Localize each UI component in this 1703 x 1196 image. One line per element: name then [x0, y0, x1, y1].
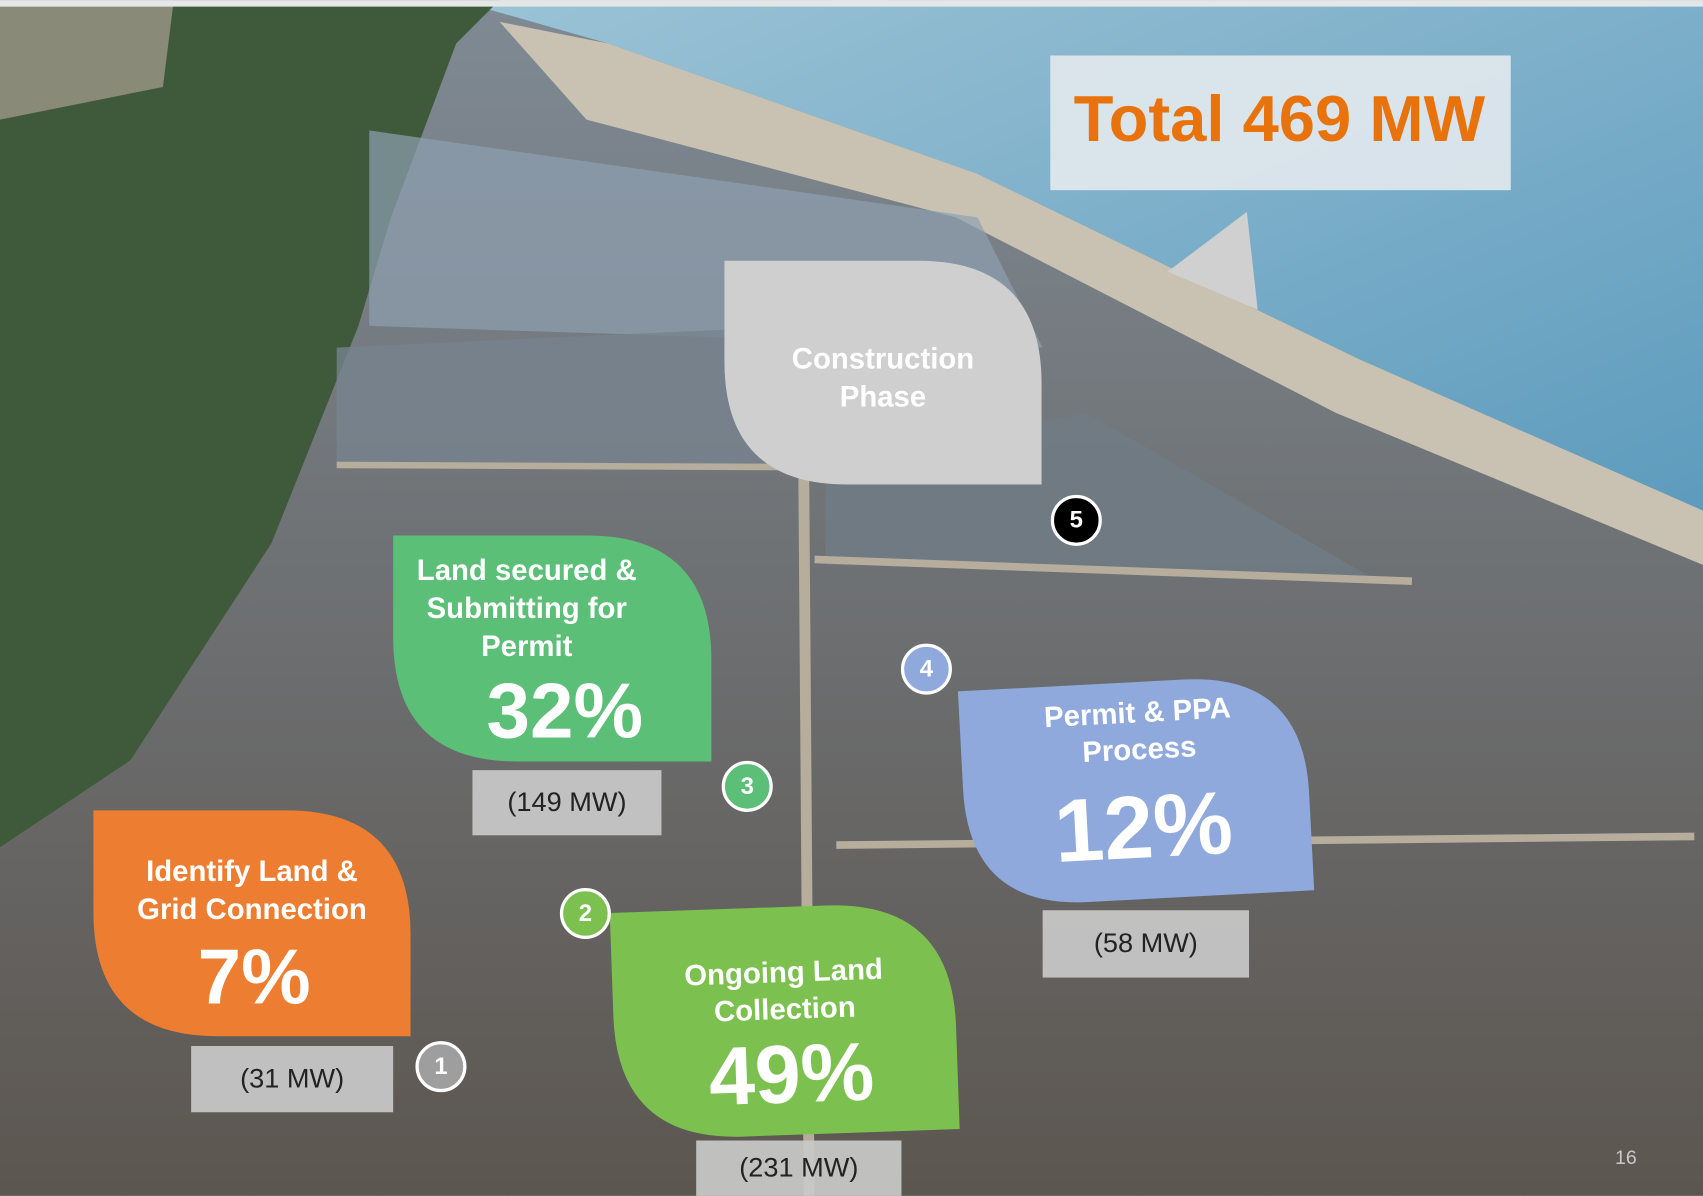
stage-percent: 32% [487, 667, 644, 755]
stage-label: Identify Land & [146, 855, 358, 888]
capacity-box [191, 1046, 394, 1113]
stage-leaf [393, 535, 712, 762]
stage-leaf [93, 810, 411, 1037]
step-circle [900, 643, 952, 695]
capacity-box [696, 1140, 902, 1196]
stage-percent: 7% [198, 933, 311, 1021]
step-number: 5 [1070, 507, 1083, 534]
stage-label: Land secured & [417, 554, 637, 587]
capacity-label: (149 MW) [507, 786, 626, 817]
capacity-box [472, 770, 662, 836]
stage-leaf [609, 905, 960, 1137]
step-circle [415, 1041, 467, 1093]
step-number: 2 [579, 900, 592, 927]
total-box [1050, 55, 1511, 191]
stage-percent: 12% [1052, 772, 1235, 881]
stage-label: Process [1082, 730, 1198, 769]
capacity-box [1042, 910, 1250, 978]
capacity-label: (231 MW) [739, 1151, 858, 1182]
step-circle [721, 760, 773, 812]
stage-label: Ongoing Land [684, 953, 884, 993]
total-title: Total 469 MW [1074, 82, 1486, 155]
stage-label: Construction [792, 342, 974, 375]
step-circle [1050, 494, 1102, 546]
capacity-label: (31 MW) [240, 1062, 344, 1093]
stage-label: Collection [713, 991, 856, 1029]
stage: Identify Land & Grid Connection 7% [93, 810, 411, 1037]
stage-label: Phase [840, 380, 926, 413]
pointer-triangle [1167, 211, 1258, 310]
stage: Construction Phase [724, 260, 1042, 485]
stage-label: Submitting for [427, 592, 627, 625]
step-number: 1 [434, 1053, 447, 1080]
stage-percent: 49% [707, 1026, 875, 1124]
stage: Land secured & Submitting for Permit 32% [393, 535, 712, 762]
step-number: 3 [741, 773, 754, 800]
capacity-label: (58 MW) [1094, 927, 1198, 958]
page-number: 16 [1615, 1147, 1637, 1169]
stage-label: Permit [481, 630, 572, 663]
stage-leaf [724, 260, 1042, 485]
step-number: 4 [920, 656, 934, 683]
stage-leaf [957, 679, 1315, 903]
step-circle [559, 887, 611, 940]
stage-label: Grid Connection [137, 893, 367, 926]
